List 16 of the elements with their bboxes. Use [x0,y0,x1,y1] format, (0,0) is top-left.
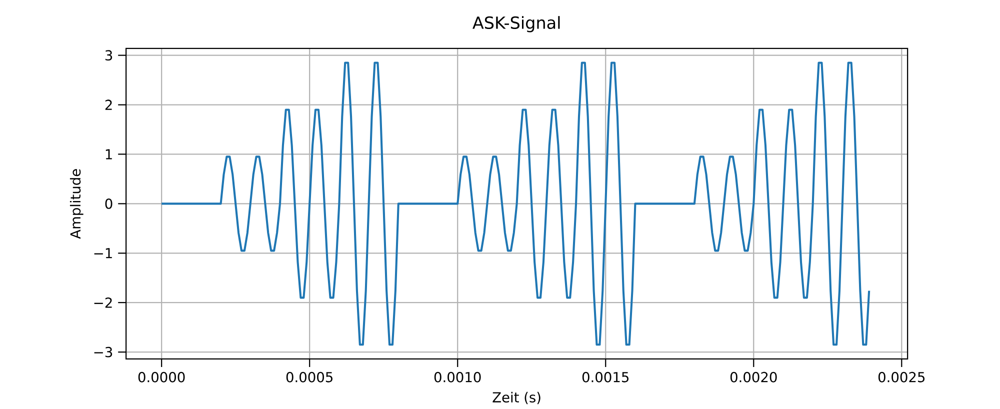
x-tick-label: 0.0005 [286,372,332,382]
x-tick-label: 0.0025 [878,372,925,382]
y-tick-label: 0 [105,198,112,210]
x-tick-label: 0.0020 [730,372,777,382]
y-tick-label: −3 [94,347,112,358]
x-axis-title: Zeit (s) [492,392,540,404]
x-tick-label: 0.0010 [434,372,481,382]
y-tick-label: −2 [94,298,112,308]
chart-title: ASK-Signal [472,16,560,32]
y-tick-label: 3 [105,50,112,61]
y-axis-title: Amplitude [70,169,84,239]
x-tick-label: 0.0015 [582,372,628,382]
x-tick-label: 0.0000 [138,372,185,382]
y-tick-label: 2 [105,100,112,110]
y-tick-label: −1 [94,248,112,258]
y-tick-label: 1 [106,149,112,160]
